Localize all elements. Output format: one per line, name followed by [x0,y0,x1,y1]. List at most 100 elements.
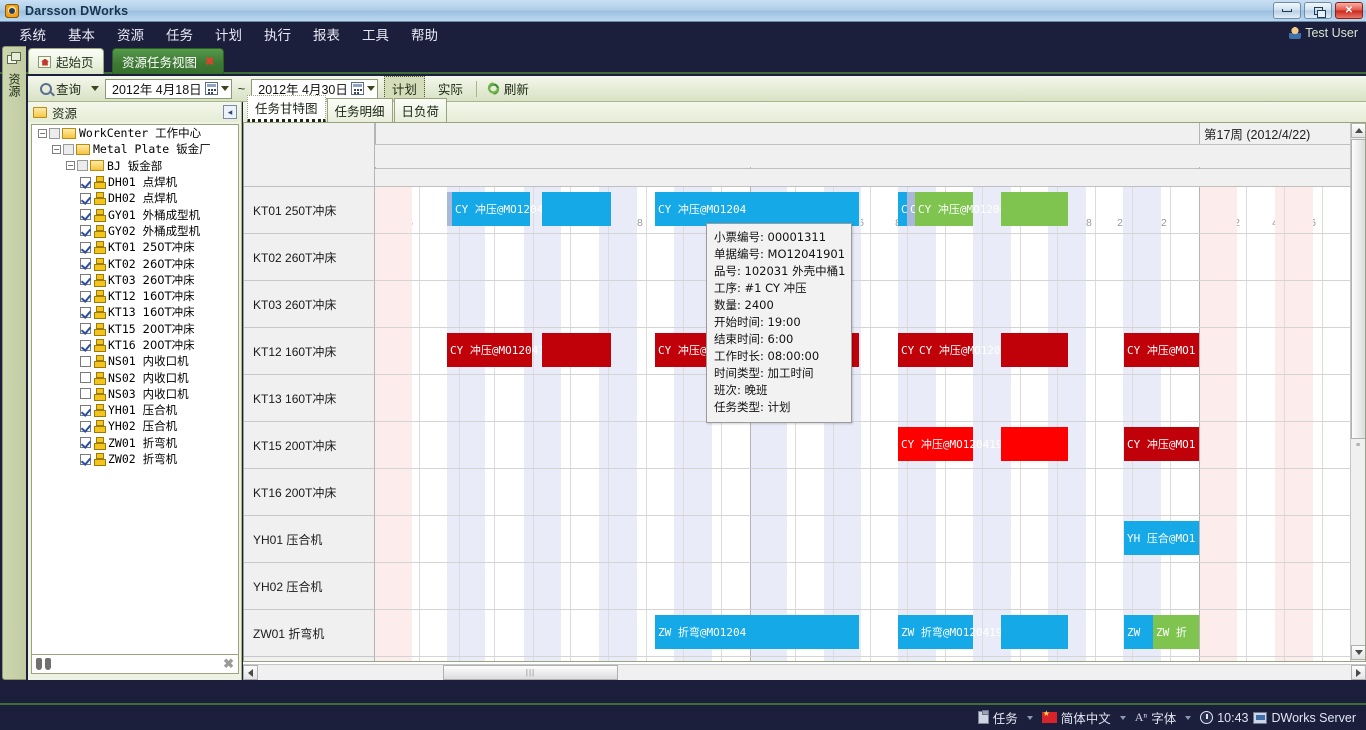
gantt-row-label[interactable]: KT15 200T冲床 [244,422,375,469]
tree-item-zw01[interactable]: ZW01 折弯机 [32,435,238,451]
tree-item-yh02[interactable]: YH02 压合机 [32,418,238,434]
tree-checkbox[interactable] [80,290,91,302]
tab-task-detail[interactable]: 任务明细 [326,98,393,122]
gantt-row-label[interactable]: ZW02 折弯机 [244,657,375,661]
gantt-grid[interactable]: 第17周 (2012/4/22) 2012年4月20日(五)2012年4月21日… [243,122,1366,662]
tree-checkbox[interactable] [80,420,91,432]
tree-item-zw02[interactable]: ZW02 折弯机 [32,451,238,467]
tab-home[interactable]: 起始页 [28,48,104,74]
gantt-task-bar[interactable]: ZW 折弯@MO12041901 [898,615,1016,649]
refresh-button[interactable]: 刷新 [483,77,533,100]
gantt-row-track[interactable] [375,281,1352,328]
hscroll-thumb[interactable]: ||| [443,665,618,680]
calendar-icon[interactable] [350,82,364,95]
gantt-task-bar[interactable]: C [898,192,908,226]
current-user[interactable]: Test User [1289,26,1358,40]
binoculars-icon[interactable] [36,658,51,670]
tree-item-metal-plate[interactable]: − Metal Plate 钣金厂 [32,141,238,157]
gantt-row-track[interactable] [375,375,1352,422]
tab-daily-load[interactable]: 日负荷 [393,98,448,122]
tree-checkbox[interactable] [80,192,91,204]
gantt-task-bar[interactable] [447,192,452,226]
gantt-task-bar[interactable] [1001,615,1068,649]
gantt-row-track[interactable] [375,657,1352,661]
menu-task[interactable]: 任务 [166,28,193,44]
menu-plan[interactable]: 计划 [215,28,242,44]
tree-item-kt15[interactable]: KT15 200T冲床 [32,321,238,337]
gantt-task-bar[interactable]: ZW [1124,615,1153,649]
date-from-input[interactable]: 2012年 4月18日 [105,78,232,99]
tree-checkbox[interactable] [80,339,91,351]
restore-button[interactable] [1304,2,1332,19]
chevron-down-icon[interactable] [1185,715,1192,720]
gantt-task-bar[interactable]: CY 冲压@MO12041903 [898,427,1016,461]
menu-help[interactable]: 帮助 [411,28,438,44]
gantt-horizontal-scrollbar[interactable]: ||| [243,664,1366,680]
gantt-row-label[interactable]: KT01 250T冲床 [244,187,375,234]
tree-expander[interactable]: − [38,128,47,138]
gantt-row-label[interactable]: KT03 260T冲床 [244,281,375,328]
tree-item-gy01[interactable]: GY01 外桶成型机 [32,206,238,222]
tree-checkbox[interactable] [80,388,91,400]
tree-checkbox[interactable] [80,453,91,465]
gantt-row-track[interactable]: ZW 折弯@MO12041901 ZW 折弯@MO12041901 ZW ZW 折 [375,610,1352,657]
gantt-row-track[interactable]: YH 压合@MO1 [375,516,1352,563]
chevron-down-icon[interactable] [1119,715,1126,720]
gantt-task-bar[interactable] [542,192,611,226]
gantt-row-label[interactable]: YH02 压合机 [244,563,375,610]
tree-checkbox[interactable] [80,323,91,335]
statusbar-language[interactable]: 简体中文 [1041,708,1111,727]
tree-search-bar[interactable]: ✖ [31,654,239,674]
gantt-row-label[interactable]: KT12 160T冲床 [244,328,375,375]
tab-task-gantt[interactable]: 任务甘特图 [247,95,326,122]
tree-item-yh01[interactable]: YH01 压合机 [32,402,238,418]
gantt-task-bar[interactable]: CY 冲压@MO12041902 [915,192,1033,226]
tree-item-kt02[interactable]: KT02 260T冲床 [32,255,238,271]
tree-checkbox[interactable] [80,306,91,318]
tab-resource-task-view[interactable]: 资源任务视图 ✖ [112,48,225,74]
gantt-vertical-scrollbar[interactable]: ≡ [1350,123,1365,661]
gantt-task-bar[interactable]: YH 压合@MO1 [1124,521,1199,555]
gantt-task-bar[interactable]: CY 冲 [898,333,932,367]
gantt-task-bar[interactable]: ZW 折弯@MO12041901 [655,615,773,649]
tree-item-kt16[interactable]: KT16 200T冲床 [32,337,238,353]
tree-item-ns02[interactable]: NS02 内收口机 [32,369,238,385]
menu-report[interactable]: 报表 [313,28,340,44]
tree-checkbox[interactable] [80,258,91,270]
gantt-task-bar[interactable] [542,333,611,367]
tree-checkbox[interactable] [80,437,91,449]
gantt-rows[interactable]: KT01 250T冲床 CY 冲压@MO12041901 CY 冲压@MO12041… [244,187,1352,661]
tree-checkbox[interactable] [80,372,91,384]
menu-resource[interactable]: 资源 [117,28,144,44]
chevron-down-icon[interactable] [91,86,100,91]
gantt-row-label[interactable]: KT16 200T冲床 [244,469,375,516]
gantt-task-bar[interactable] [747,615,859,649]
gantt-task-bar[interactable]: CY 冲压@MO12041904 [447,333,565,367]
chevron-down-icon[interactable] [220,86,229,91]
gantt-task-bar[interactable]: CY 冲压@MO12041904 [916,333,1034,367]
close-button[interactable]: ✕ [1335,2,1363,19]
gantt-task-bar[interactable] [1001,192,1068,226]
query-button[interactable]: 查询 [36,77,85,100]
statusbar-task[interactable]: 任务 [977,708,1018,727]
collapse-panel-button[interactable]: ◂ [223,105,237,119]
scroll-left-button[interactable] [243,665,258,680]
gantt-row-track[interactable] [375,469,1352,516]
tree-checkbox[interactable] [80,241,91,253]
tree-expander[interactable]: − [66,161,75,171]
gantt-row-label[interactable]: ZW01 折弯机 [244,610,375,657]
scroll-right-button[interactable] [1351,665,1366,680]
gantt-row-label[interactable]: KT02 260T冲床 [244,234,375,281]
gantt-row-track[interactable] [375,563,1352,610]
tree-item-dh01[interactable]: DH01 点焊机 [32,174,238,190]
gantt-row-track[interactable] [375,234,1352,281]
gantt-task-bar[interactable]: C [907,192,917,226]
gantt-row-label[interactable]: YH01 压合机 [244,516,375,563]
gantt-task-bar[interactable] [1001,333,1068,367]
calendar-icon[interactable] [204,82,218,95]
menu-basic[interactable]: 基本 [68,28,95,44]
tree-expander[interactable]: − [52,144,61,154]
tree-item-dh02[interactable]: DH02 点焊机 [32,190,238,206]
tree-item-kt12[interactable]: KT12 160T冲床 [32,288,238,304]
